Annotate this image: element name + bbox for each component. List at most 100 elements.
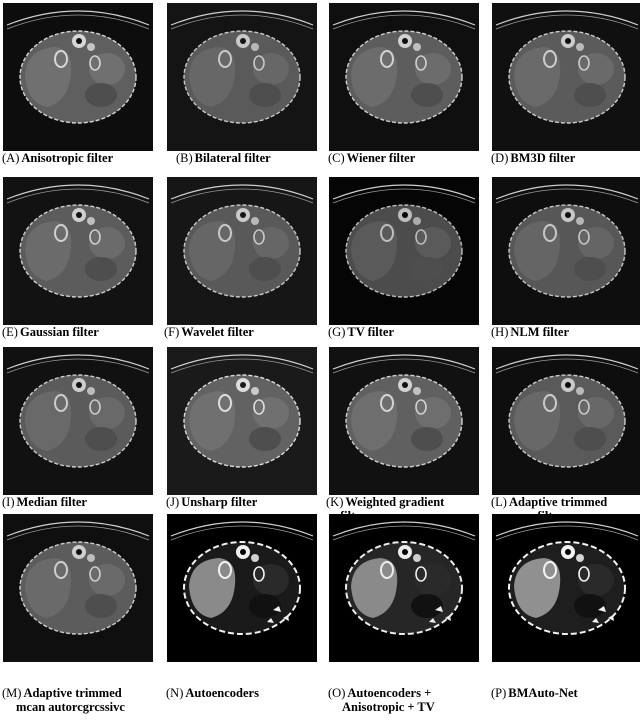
liver-shape — [514, 391, 561, 451]
aorta — [87, 43, 95, 51]
kidney-right — [415, 55, 427, 71]
table-arc-inner — [332, 14, 476, 30]
ct-scan-svg — [167, 347, 317, 495]
kidney-left — [380, 561, 394, 579]
table-arc — [495, 354, 639, 370]
panel-letter: (P) — [491, 686, 507, 700]
liver-shape — [25, 47, 72, 107]
stomach-shape — [578, 564, 614, 596]
panel-title: Adaptive trimmed — [23, 686, 122, 700]
bowel-shape — [85, 83, 117, 107]
table-arc-inner — [495, 525, 639, 541]
ct-scan-image — [492, 3, 640, 151]
table-arc — [6, 10, 150, 26]
table-arc — [6, 521, 150, 537]
panel-letter: (D) — [491, 151, 509, 165]
panel-caption: (M) Adaptive trimmed mcan autorcgrcssivc — [2, 686, 125, 714]
contrast-spot — [598, 606, 606, 612]
panel-title: Unsharp filter — [181, 495, 258, 509]
stomach-shape — [89, 397, 125, 429]
stomach-shape — [415, 397, 451, 429]
table-arc-inner — [332, 188, 476, 204]
kidney-left — [218, 50, 232, 68]
ct-scan-svg — [492, 177, 640, 325]
kidney-right — [89, 55, 101, 71]
table-arc — [332, 10, 476, 26]
spinal-canal — [402, 382, 408, 388]
kidney-right — [578, 229, 590, 245]
kidney-right — [253, 399, 265, 415]
table-arc-inner — [170, 188, 314, 204]
stomach-shape — [89, 227, 125, 259]
spinal-canal — [240, 549, 246, 555]
kidney-right — [89, 229, 101, 245]
table-arc — [6, 354, 150, 370]
contrast-spot — [445, 615, 451, 621]
ct-scan-svg — [3, 3, 153, 151]
kidney-right — [578, 399, 590, 415]
aorta — [87, 217, 95, 225]
ct-scan-image — [492, 177, 640, 325]
table-arc — [495, 521, 639, 537]
kidney-right — [415, 399, 427, 415]
table-arc — [332, 521, 476, 537]
bowel-shape — [574, 257, 606, 281]
bowel-shape — [249, 594, 281, 618]
ct-scan-svg — [3, 347, 153, 495]
ct-scan-svg — [3, 514, 153, 662]
panel-title: Autoencoders — [185, 686, 259, 700]
aorta — [87, 387, 95, 395]
kidney-left — [218, 561, 232, 579]
ct-scan-svg — [329, 514, 479, 662]
ct-scan-image — [167, 347, 317, 495]
panel-caption: (B) Bilateral filter — [176, 151, 271, 165]
kidney-right — [89, 399, 101, 415]
panel-caption: (O) Autoencoders + Anisotropic + TV — [328, 686, 435, 714]
aorta — [413, 387, 421, 395]
stomach-shape — [415, 564, 451, 596]
table-arc-inner — [495, 14, 639, 30]
ct-scan-image — [492, 514, 640, 662]
stomach-shape — [415, 53, 451, 85]
kidney-right — [89, 566, 101, 582]
table-arc — [495, 184, 639, 200]
table-arc-inner — [332, 525, 476, 541]
table-arc-inner — [170, 14, 314, 30]
panel-letter: (H) — [491, 325, 509, 339]
liver-shape — [351, 391, 398, 451]
panel-title: Weighted gradient — [345, 495, 445, 509]
panel-letter: (L) — [491, 495, 507, 509]
ct-scan-image — [3, 347, 153, 495]
panel-title: Autoencoders + — [347, 686, 432, 700]
panel-caption: (J) Unsharp filter — [166, 495, 257, 509]
ct-scan-image — [3, 514, 153, 662]
kidney-right — [415, 566, 427, 582]
panel-caption: (F) Wavelet filter — [164, 325, 254, 339]
bowel-shape — [85, 427, 117, 451]
stomach-shape — [415, 227, 451, 259]
kidney-left — [380, 224, 394, 242]
spinal-canal — [402, 212, 408, 218]
table-arc-inner — [6, 188, 150, 204]
ct-scan-svg — [492, 347, 640, 495]
kidney-right — [253, 566, 265, 582]
stomach-shape — [253, 53, 289, 85]
kidney-right — [578, 566, 590, 582]
ct-scan-svg — [329, 347, 479, 495]
ct-scan-image — [167, 177, 317, 325]
spinal-canal — [76, 382, 82, 388]
stomach-shape — [89, 564, 125, 596]
ct-scan-svg — [167, 3, 317, 151]
liver-shape — [25, 558, 72, 618]
table-arc — [170, 184, 314, 200]
kidney-left — [543, 561, 557, 579]
kidney-left — [543, 50, 557, 68]
aorta — [413, 217, 421, 225]
bowel-shape — [411, 594, 443, 618]
panel-title: Median filter — [16, 495, 87, 509]
stomach-shape — [578, 397, 614, 429]
panel-caption: (A) Anisotropic filter — [2, 151, 113, 165]
aorta — [576, 554, 584, 562]
table-arc — [495, 10, 639, 26]
panel-letter: (C) — [328, 151, 345, 165]
